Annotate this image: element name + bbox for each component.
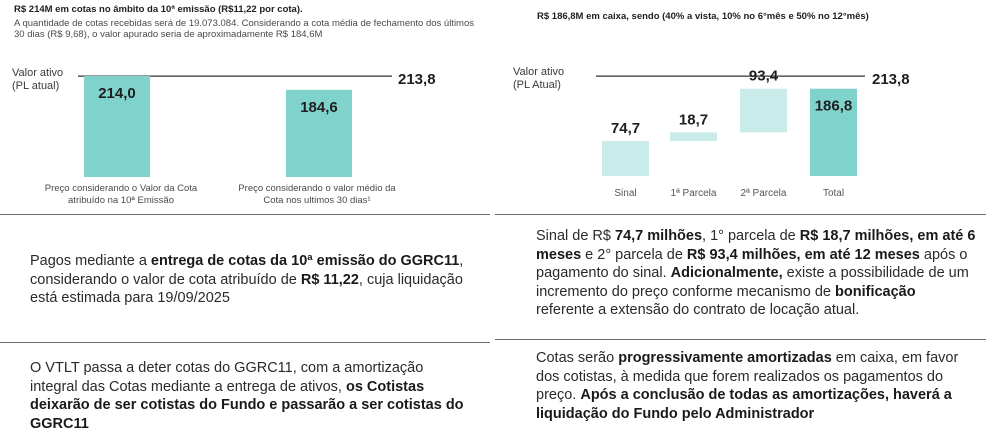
right-ref-label-line1: Valor ativo (513, 66, 565, 78)
left-category-label-0-line1: Preço considerando o Valor da Cota (44, 183, 198, 194)
right-bar-0 (602, 141, 649, 176)
right-waterfall-chart: 74,7 Sinal 18,7 1ª Parcela 93,4 2ª Parcela 186… (596, 68, 865, 199)
right-bottom-paragraph: Cotas serão progressivamente amortizadas… (536, 349, 976, 423)
right-ref-label-line2: (PL Atual) (513, 79, 561, 91)
right-chart-title: R$ 186,8M em caixa, sendo (40% a vista, … (537, 11, 869, 22)
right-bottom-segment: progressivamente amortizadas (618, 350, 832, 366)
left-top-segment: R$ 11,22 (300, 271, 359, 288)
right-top-segment: e 2° parcela de (581, 246, 687, 263)
left-top-paragraph: Pagos mediante a entrega de cotas da 10ª… (30, 252, 470, 308)
right-top-segment: Adicionalmente, (670, 265, 783, 281)
right-top-segment: bonificação (835, 283, 916, 300)
left-category-label-0: Preço considerando o Valor da Cota atrib… (16, 183, 226, 206)
right-bar-3 (810, 88, 857, 176)
right-top-segment: referente a extensão do contrato de loca… (536, 302, 860, 318)
right-top-segment: após o pagamento do sinal. (536, 246, 968, 282)
divider-right-mid (495, 339, 986, 340)
left-category-label-1-line1: Preço considerando o valor médio da (238, 183, 396, 194)
right-bar-label-3: 186,8 (815, 98, 853, 115)
left-category-label-1: Preço considerando o valor médio da Cota… (212, 183, 422, 206)
right-ref-label: Valor ativo (PL Atual) (513, 66, 564, 92)
left-top-segment: Pagos mediante a (30, 253, 151, 269)
right-category-label-2: 2ª Parcela (741, 188, 787, 199)
left-bar-chart: 214,0 184,6 (78, 75, 392, 177)
divider-left-top (0, 214, 490, 215)
right-bar-label-0: 74,7 (611, 120, 640, 137)
right-top-segment: existe a possibilidade de um incremento … (536, 265, 969, 300)
left-bottom-paragraph: O VTLT passa a deter cotas do GGRC11, co… (30, 359, 470, 433)
right-top-segment: , 1° parcela de (702, 228, 800, 244)
left-ref-value: 213,8 (398, 71, 436, 88)
right-bottom-segment: Após a conclusão de todas as amortizaçõe… (536, 387, 952, 422)
right-bar-label-2: 93,4 (749, 68, 779, 85)
left-chart-subtitle: A quantidade de cotas recebidas será de … (14, 18, 475, 40)
right-top-segment: Sinal de R$ (536, 228, 615, 244)
left-bar-1 (286, 89, 352, 177)
right-top-segment: 74,7 milhões (615, 228, 703, 244)
left-bottom-segment: O VTLT passa a deter cotas do GGRC11, co… (30, 360, 424, 395)
right-top-segment: R$ 18,7 milhões, em até 6 meses (536, 228, 976, 263)
left-category-label-0-line2: atribuído na 10ª Emissão (68, 194, 174, 206)
right-top-paragraph: Sinal de R$ 74,7 milhões, 1° parcela de … (536, 227, 976, 320)
divider-left-mid (0, 342, 490, 343)
left-top-segment: entrega de cotas da 10ª emissão do GGRC1… (150, 253, 460, 269)
left-top-segment: , considerando o valor de cota atribuído… (30, 253, 464, 288)
left-category-label-1-line2: Cota nos ultimos 30 dias¹ (263, 194, 371, 206)
right-bottom-segment: em caixa, em favor dos cotistas, à medid… (536, 350, 959, 403)
left-bottom-segment: os Cotistas deixarão de ser cotistas do … (30, 378, 464, 432)
left-bar-0 (84, 76, 150, 177)
right-ref-value: 213,8 (872, 71, 910, 88)
right-bar-1 (670, 132, 717, 142)
right-category-label-0: Sinal (614, 188, 636, 199)
left-chart-title: R$ 214M em cotas no âmbito da 10ª emissã… (14, 4, 303, 15)
left-bar-label-0: 214,0 (98, 85, 136, 102)
left-ref-label: Valor ativo (PL atual) (12, 67, 63, 93)
divider-right-top (495, 214, 986, 215)
right-top-segment: R$ 93,4 milhões, em até 12 meses (686, 246, 920, 263)
left-ref-label-line1: Valor ativo (12, 67, 64, 79)
right-bar-2 (740, 88, 787, 133)
left-bar-label-1: 184,6 (300, 99, 338, 116)
left-ref-label-line2: (PL atual) (12, 80, 60, 92)
right-bottom-segment: Cotas serão (536, 350, 619, 366)
right-category-label-3: Total (823, 188, 844, 199)
right-category-label-1: 1ª Parcela (671, 188, 717, 199)
right-bar-label-1: 18,7 (679, 111, 708, 128)
left-top-segment: , cuja liquidação está estimada para 19/… (30, 271, 463, 307)
